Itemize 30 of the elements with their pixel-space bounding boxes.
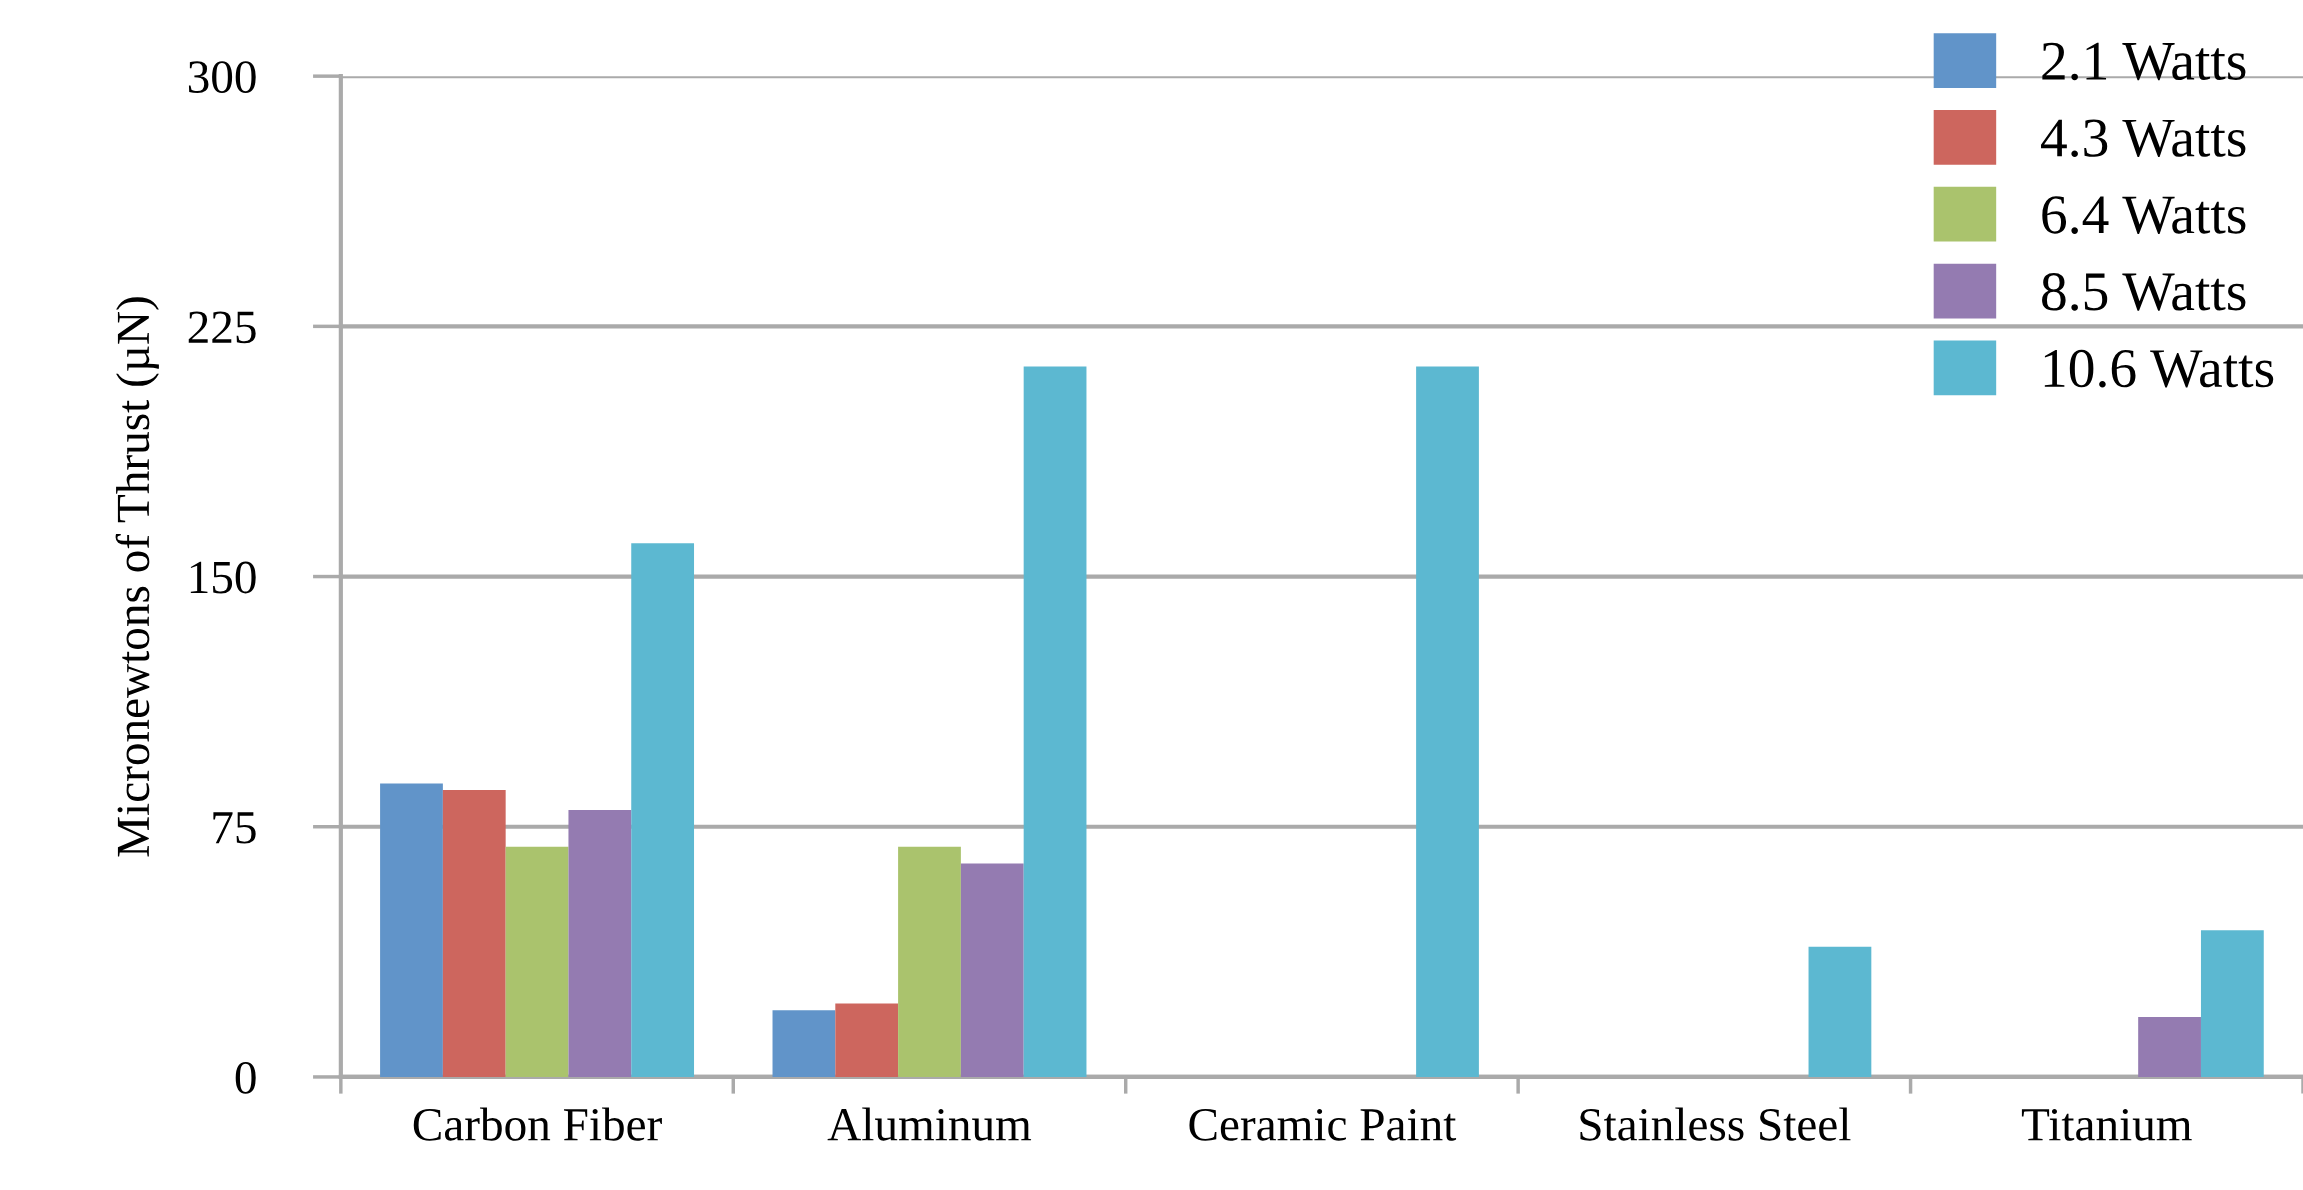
bar	[960, 863, 1024, 1077]
legend-label: 2.1 Watts	[2042, 42, 2246, 81]
y-axis-title: Micronewtons of Thrust (µN)	[115, 297, 159, 857]
legend-label: 4.3 Watts	[2041, 119, 2246, 158]
bar	[380, 783, 443, 1077]
bar	[898, 846, 961, 1077]
legend-label: 10.6 Watts	[2044, 349, 2274, 388]
y-tick-label: 75	[213, 812, 256, 844]
x-tick-label: Ceramic Paint	[1189, 1109, 1457, 1141]
x-tick-label: Stainless Steel	[1580, 1107, 1851, 1141]
bar	[1808, 946, 1872, 1077]
x-tick-label: Carbon Fiber	[413, 1107, 662, 1141]
x-tick-label: Aluminum	[827, 1107, 1032, 1141]
bar	[835, 1003, 899, 1077]
bar	[505, 846, 569, 1077]
bar	[2138, 1016, 2201, 1077]
bar	[1023, 366, 1087, 1077]
y-tick-label: 300	[188, 61, 256, 94]
bar	[568, 810, 632, 1077]
bar	[772, 1010, 836, 1077]
bar	[1416, 366, 1479, 1077]
legend-label: 6.4 Watts	[2042, 196, 2246, 234]
bar	[2200, 930, 2264, 1077]
bar	[631, 543, 695, 1077]
legend-label: 8.5 Watts	[2042, 272, 2246, 311]
y-tick-label: 150	[190, 561, 256, 594]
x-tick-label: Titanium	[2021, 1109, 2192, 1141]
y-tick-label: 0	[235, 1061, 256, 1094]
y-tick-label: 225	[188, 311, 256, 344]
bar	[442, 790, 506, 1077]
